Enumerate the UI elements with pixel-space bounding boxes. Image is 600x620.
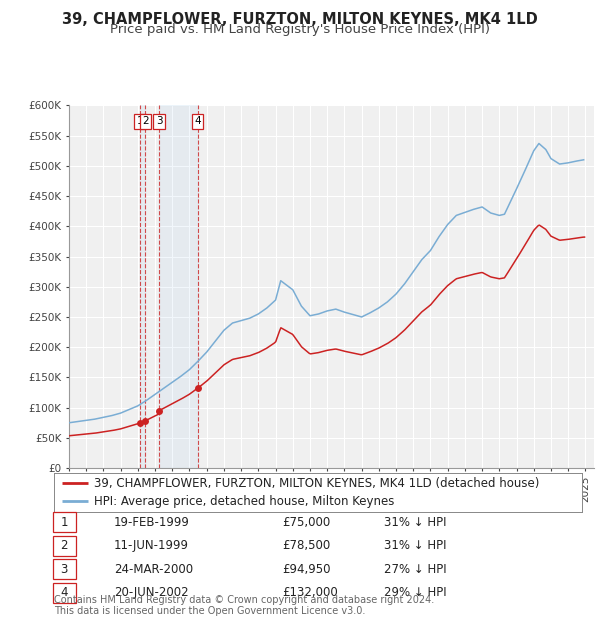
Text: 39, CHAMPFLOWER, FURZTON, MILTON KEYNES, MK4 1LD (detached house): 39, CHAMPFLOWER, FURZTON, MILTON KEYNES,… xyxy=(94,477,539,490)
Text: 2: 2 xyxy=(61,539,68,552)
Text: 1: 1 xyxy=(61,516,68,528)
Bar xyxy=(159,105,197,468)
Text: £94,950: £94,950 xyxy=(282,563,331,575)
Text: HPI: Average price, detached house, Milton Keynes: HPI: Average price, detached house, Milt… xyxy=(94,495,394,508)
Text: 4: 4 xyxy=(61,587,68,599)
Text: 24-MAR-2000: 24-MAR-2000 xyxy=(114,563,193,575)
Text: 31% ↓ HPI: 31% ↓ HPI xyxy=(384,516,446,528)
Text: 39, CHAMPFLOWER, FURZTON, MILTON KEYNES, MK4 1LD: 39, CHAMPFLOWER, FURZTON, MILTON KEYNES,… xyxy=(62,12,538,27)
Text: 2: 2 xyxy=(142,117,149,126)
Text: £132,000: £132,000 xyxy=(282,587,338,599)
Text: 11-JUN-1999: 11-JUN-1999 xyxy=(114,539,189,552)
Text: 3: 3 xyxy=(156,117,163,126)
Text: 1: 1 xyxy=(137,117,143,126)
Text: Contains HM Land Registry data © Crown copyright and database right 2024.
This d: Contains HM Land Registry data © Crown c… xyxy=(54,595,434,616)
Text: 3: 3 xyxy=(61,563,68,575)
Text: 27% ↓ HPI: 27% ↓ HPI xyxy=(384,563,446,575)
Text: 31% ↓ HPI: 31% ↓ HPI xyxy=(384,539,446,552)
Text: 19-FEB-1999: 19-FEB-1999 xyxy=(114,516,190,528)
Text: £75,000: £75,000 xyxy=(282,516,330,528)
Text: 29% ↓ HPI: 29% ↓ HPI xyxy=(384,587,446,599)
Text: Price paid vs. HM Land Registry's House Price Index (HPI): Price paid vs. HM Land Registry's House … xyxy=(110,23,490,36)
Text: £78,500: £78,500 xyxy=(282,539,330,552)
Text: 4: 4 xyxy=(194,117,201,126)
Bar xyxy=(140,105,145,468)
Text: 20-JUN-2002: 20-JUN-2002 xyxy=(114,587,188,599)
